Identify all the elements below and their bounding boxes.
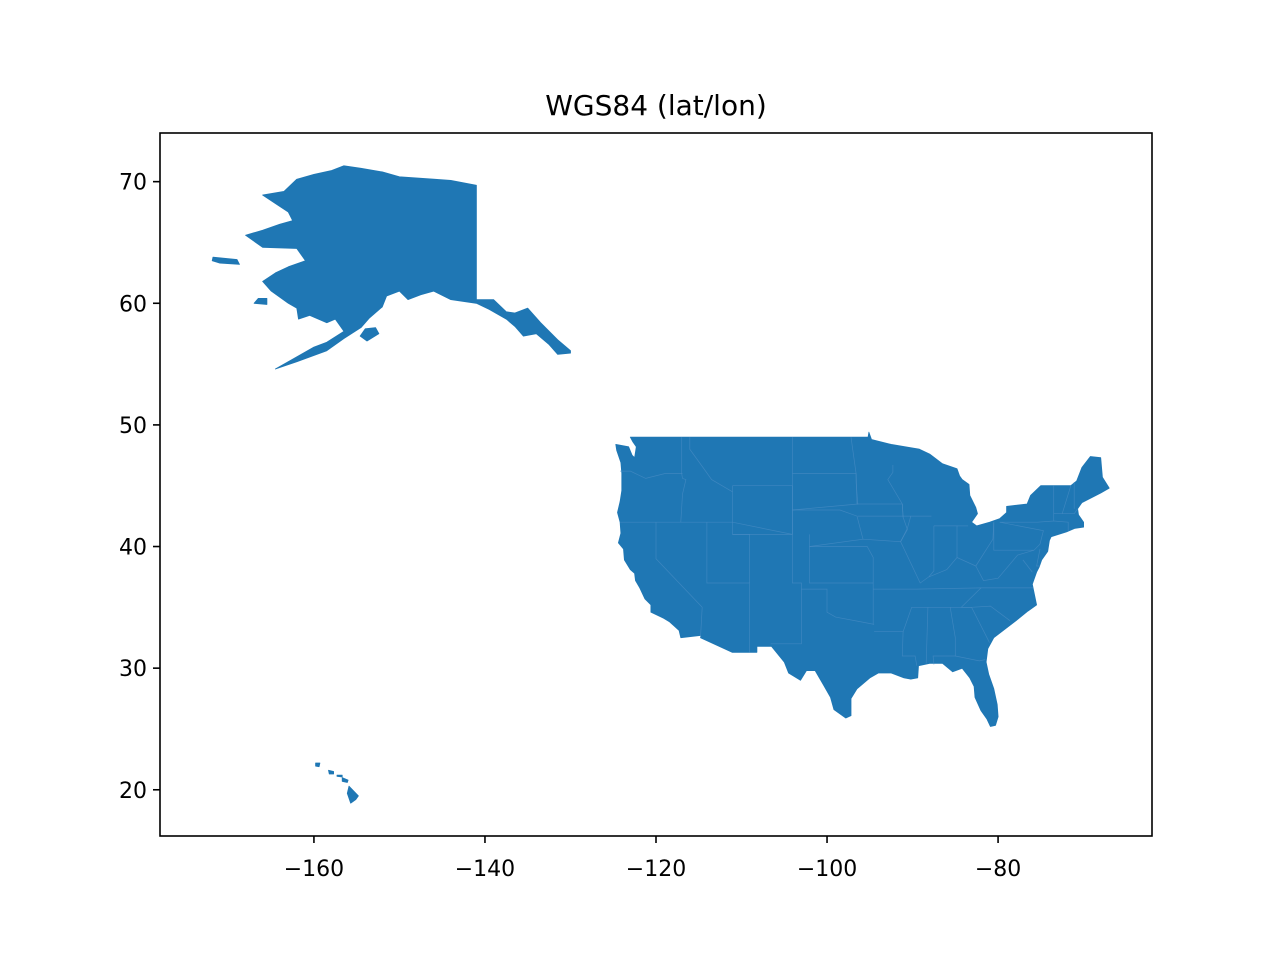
region-hawaii (346, 785, 359, 804)
state-border-9 (809, 534, 874, 584)
region-kauai (315, 762, 321, 768)
state-border-6 (655, 522, 703, 638)
state-border-12 (809, 546, 874, 625)
state-border-25 (971, 605, 1011, 621)
y-tick-label: 50 (119, 414, 147, 439)
state-border-39 (1022, 559, 1033, 573)
y-tick-label: 40 (119, 536, 147, 561)
state-border-4 (689, 437, 733, 493)
region-alaska (245, 165, 571, 370)
region-molokai (336, 774, 343, 778)
chart-title: WGS84 (lat/lon) (545, 89, 767, 122)
state-border-11 (792, 509, 864, 547)
y-tick-label: 60 (119, 292, 147, 317)
state-border-18 (873, 587, 1034, 590)
x-tick-label: −160 (284, 857, 344, 882)
state-border-38 (1036, 548, 1041, 567)
region-oahu (328, 769, 335, 775)
state-border-27 (928, 525, 935, 578)
x-tick-label: −100 (797, 857, 857, 882)
x-tick-label: −120 (626, 857, 686, 882)
y-tick-label: 20 (119, 779, 147, 804)
state-border-31 (993, 521, 1044, 551)
state-border-35 (1053, 508, 1078, 515)
state-border-1 (620, 470, 683, 479)
state-border-24 (960, 587, 982, 608)
region-st-lawrence-island (211, 256, 240, 265)
y-tick-label: 70 (119, 171, 147, 196)
state-border-13 (801, 588, 875, 625)
state-border-20 (902, 606, 929, 664)
state-border-30 (956, 522, 995, 567)
state-border-26 (900, 503, 930, 584)
state-border-14 (850, 437, 903, 505)
y-axis: 20 30 40 50 60 70 (119, 171, 160, 804)
region-contiguous-united-states (615, 431, 1110, 727)
x-axis: −160 −140 −120 −100 −80 (284, 836, 1021, 882)
region-kodiak (359, 327, 380, 342)
state-border-7 (706, 522, 750, 653)
state-border-34 (1053, 520, 1069, 531)
state-border-36 (1061, 485, 1072, 514)
region-maui (341, 777, 349, 783)
state-border-32 (975, 549, 1035, 581)
y-tick-label: 30 (119, 657, 147, 682)
state-border-19 (874, 631, 918, 666)
state-border-21 (927, 606, 956, 665)
x-tick-label: −80 (975, 857, 1021, 882)
x-tick-label: −140 (455, 857, 515, 882)
state-border-0 (680, 437, 687, 523)
state-border-33 (999, 485, 1055, 523)
plot-area (211, 165, 1110, 804)
region-nunivak-island (253, 297, 268, 305)
state-border-23 (955, 655, 986, 662)
state-border-5 (770, 437, 802, 645)
state-border-8 (732, 534, 750, 583)
